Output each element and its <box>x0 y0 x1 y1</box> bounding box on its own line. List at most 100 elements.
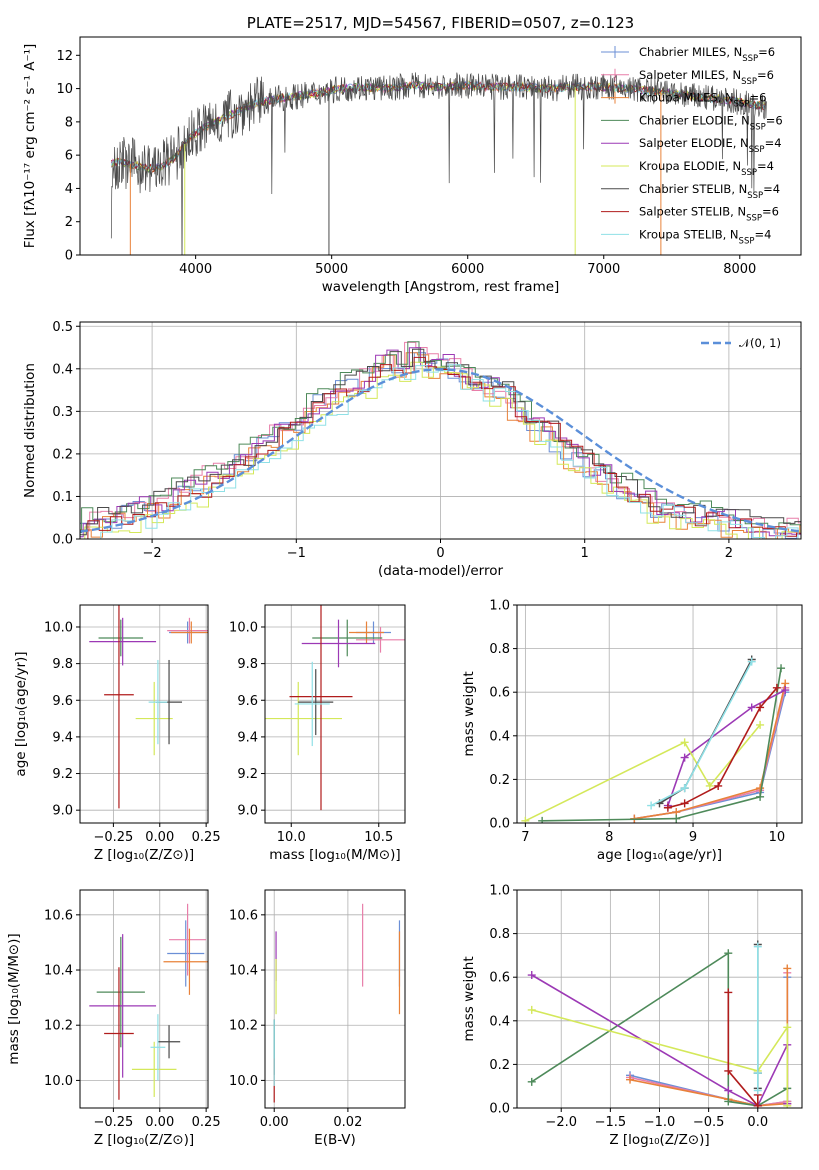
x-tick-label: 0.0 <box>747 1115 768 1130</box>
x-tick-label: 7000 <box>587 262 620 277</box>
x-axis-label: wavelength [Angstrom, rest frame] <box>322 279 560 295</box>
y-tick-label: 10.4 <box>229 964 258 979</box>
axes-frame <box>264 889 406 1109</box>
legend-entry: Chabrier MILES, NSSP=6 <box>639 45 775 64</box>
residual-legend: 𝒩(0, 1) <box>701 336 781 350</box>
y-tick-label: 0.4 <box>489 729 510 744</box>
y-tick-label: 0.6 <box>489 971 510 986</box>
y-tick-label: 9.2 <box>52 767 73 782</box>
histogram-step <box>80 356 801 539</box>
axes-frame <box>79 604 209 824</box>
error-bar-point <box>167 617 208 644</box>
spectrum-legend: Chabrier MILES, NSSP=6 Salpeter MILES, NS… <box>601 45 783 246</box>
axes-frame <box>516 604 803 824</box>
histogram-step <box>80 347 801 538</box>
Z_weight-axes: −2.0 −1.5 −1.0 −0.5 0.0 0.0 0.2 0.4 0.6 0.8 1.0 Z [… <box>461 884 803 1148</box>
error-bar-point <box>104 967 134 1100</box>
y-tick-label: 10.4 <box>44 964 73 979</box>
y-tick-label: 0 <box>65 249 73 264</box>
error-bar-point <box>131 1041 177 1097</box>
x-tick-label: 10.5 <box>364 830 393 845</box>
histogram-step <box>80 352 801 539</box>
x-tick-label: 5000 <box>315 262 348 277</box>
chart-title: PLATE=2517, MJD=54567, FIBERID=0507, z=0… <box>247 14 634 32</box>
x-tick-label: 10 <box>769 830 786 845</box>
weight-marker <box>527 971 536 980</box>
x-tick-label: −0.25 <box>93 1115 133 1130</box>
y-tick-label: 10.0 <box>229 1074 258 1089</box>
weight-marker <box>705 781 714 790</box>
x-tick-label: 0.25 <box>192 830 221 845</box>
weight-marker <box>783 1023 792 1032</box>
x-axis-label: E(B-V) <box>314 1132 356 1148</box>
legend-entry: Salpeter MILES, NSSP=6 <box>639 68 774 87</box>
Z_weight-plot-area <box>527 940 792 1108</box>
axes-frame <box>264 604 406 824</box>
mass_age-plot-area <box>265 605 405 811</box>
y-tick-label: 4 <box>65 182 73 197</box>
error-bar-point <box>163 928 208 995</box>
weight-line <box>542 668 782 822</box>
y-tick-label: 10.6 <box>44 908 73 923</box>
mass_age-axes: 10.0 10.5 9.0 9.2 9.4 9.6 9.8 10.0 mass [log₁₀(M… <box>229 604 406 863</box>
x-axis-label: age [log₁₀(age/yr)] <box>597 847 722 863</box>
weight-marker <box>756 703 765 712</box>
ebv_mass-axes: 0.00 0.02 10.0 10.2 10.4 10.6 E(B-V) <box>229 889 406 1148</box>
y-tick-label: 0.0 <box>489 817 510 832</box>
error-bar-point <box>89 934 157 1078</box>
x-tick-label: −1.5 <box>595 1115 627 1130</box>
y-tick-label: 10.0 <box>229 620 258 635</box>
weight-marker <box>714 781 723 790</box>
error-bar-point <box>289 605 353 811</box>
y-tick-label: 0.3 <box>52 405 73 420</box>
y-tick-label: 0.0 <box>52 533 73 548</box>
y-tick-label: 1.0 <box>489 884 510 899</box>
y-tick-label: 8 <box>65 115 73 130</box>
x-tick-label: −0.5 <box>693 1115 725 1130</box>
error-bar-point <box>169 903 207 976</box>
y-axis-label: mass [log₁₀(M/M⊙)] <box>6 933 22 1064</box>
error-bar-point <box>98 619 144 657</box>
y-tick-label: 0.6 <box>489 686 510 701</box>
Z_mass-plot-area <box>89 903 208 1100</box>
y-tick-label: 12 <box>56 49 73 64</box>
x-axis-label: Z [log₁₀(Z/Z⊙)] <box>94 1132 194 1148</box>
y-tick-label: 10.2 <box>44 1019 73 1034</box>
legend-entry: Chabrier STELIB, NSSP=4 <box>639 182 780 201</box>
histogram-step <box>80 348 801 536</box>
y-tick-label: 9.0 <box>52 804 73 819</box>
x-tick-label: 0.02 <box>333 1115 362 1130</box>
x-tick-label: 8 <box>605 830 613 845</box>
y-tick-label: 10.2 <box>229 1019 258 1034</box>
weight-marker <box>724 1066 733 1075</box>
y-axis-label: Normed distribution <box>22 363 38 498</box>
x-tick-label: 0.00 <box>260 1115 289 1130</box>
y-tick-label: 0.5 <box>52 320 73 335</box>
y-tick-label: 9.6 <box>52 694 73 709</box>
weight-line <box>531 1009 789 1106</box>
histogram-step <box>80 352 801 539</box>
x-axis-label: Z [log₁₀(Z/Z⊙)] <box>609 1132 709 1148</box>
error-bar-point <box>104 605 134 809</box>
x-tick-label: 6000 <box>451 262 484 277</box>
y-tick-label: 9.8 <box>52 657 73 672</box>
error-bar-point <box>148 659 168 745</box>
x-tick-label: 9 <box>689 830 697 845</box>
weight-marker <box>753 1086 762 1095</box>
x-tick-label: −2 <box>143 546 162 561</box>
error-bar-point <box>170 621 208 644</box>
y-tick-label: 9.6 <box>237 694 258 709</box>
x-tick-label: 0.00 <box>145 1115 174 1130</box>
y-axis-label: Flux [fλ10⁻¹⁷ erg cm⁻² s⁻¹ A⁻¹] <box>22 44 38 249</box>
y-tick-label: 0.4 <box>489 1014 510 1029</box>
axes-frame <box>79 36 802 256</box>
error-bar-point <box>298 669 334 736</box>
weight-marker <box>521 816 530 823</box>
weight-marker <box>756 784 765 793</box>
y-tick-label: 10.6 <box>229 908 258 923</box>
error-bar-point <box>157 1025 181 1059</box>
residuals-plot-area <box>80 341 801 539</box>
weight-marker <box>753 942 762 951</box>
legend-entry: Salpeter STELIB, NSSP=6 <box>639 205 779 224</box>
error-bar-point <box>150 1014 166 1081</box>
